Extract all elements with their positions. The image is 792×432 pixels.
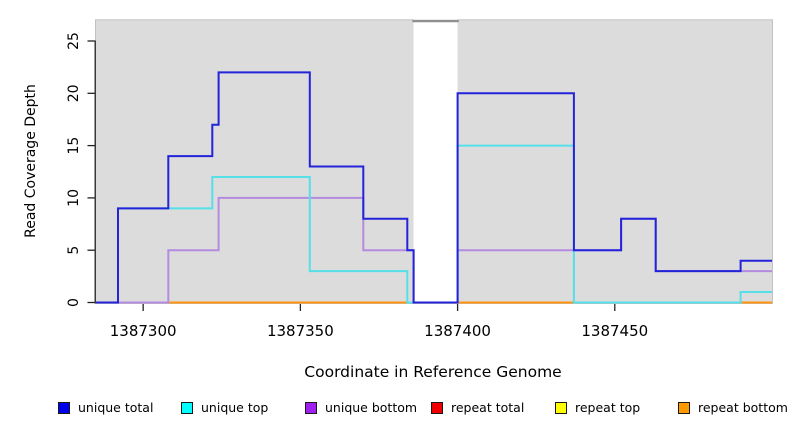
y-tick-label: 20 <box>66 84 82 102</box>
legend-item-unique-top: unique top <box>181 398 268 418</box>
series-line-unique-total <box>96 71 772 304</box>
y-tick-label: 10 <box>66 189 82 207</box>
legend-swatch <box>305 402 317 414</box>
legend-item-repeat-top: repeat top <box>555 398 640 418</box>
legend-item-label: repeat top <box>575 400 641 415</box>
legend-item-label: unique total <box>78 400 154 415</box>
legend-item-label: unique top <box>201 400 269 415</box>
legend-item-repeat-total: repeat total <box>431 398 524 418</box>
legend-item-unique-bottom: unique bottom <box>305 398 417 418</box>
legend-item-unique-total: unique total <box>58 398 153 418</box>
x-tick-label: 1387400 <box>424 322 491 340</box>
y-tick-label: 25 <box>66 32 82 50</box>
legend-swatch <box>555 402 567 414</box>
legend-swatch <box>58 402 70 414</box>
y-tick-label: 0 <box>66 298 82 307</box>
legend-item-label: unique bottom <box>325 400 418 415</box>
x-tick-label: 1387350 <box>267 322 334 340</box>
x-tick-label: 1387300 <box>110 322 177 340</box>
x-tick-label: 1387450 <box>581 322 648 340</box>
legend-item-label: repeat total <box>451 400 525 415</box>
masked-region <box>413 19 458 303</box>
legend-item-repeat-bottom: repeat bottom <box>678 398 788 418</box>
y-tick-label: 5 <box>66 246 82 255</box>
y-axis-title: Read Coverage Depth <box>23 84 39 238</box>
legend-swatch <box>431 402 443 414</box>
legend-swatch <box>181 402 193 414</box>
x-axis-title: Coordinate in Reference Genome <box>304 363 562 381</box>
legend-item-label: repeat bottom <box>698 400 788 415</box>
legend-swatch <box>678 402 690 414</box>
y-tick-label: 15 <box>66 137 82 155</box>
plot-legend: unique total unique top unique bottom repea… <box>0 398 792 420</box>
